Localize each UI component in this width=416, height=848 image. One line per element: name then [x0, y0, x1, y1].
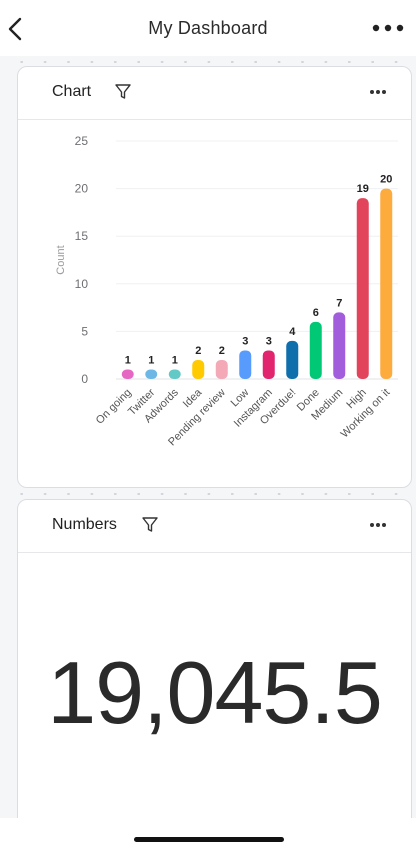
- data-label: 19: [357, 183, 369, 195]
- more-horizontal-icon[interactable]: [369, 89, 387, 95]
- y-tick-label: 0: [81, 372, 88, 386]
- y-axis-label: Count: [55, 245, 67, 274]
- y-tick-label: 5: [81, 324, 88, 338]
- numbers-widget-title: Numbers: [52, 516, 117, 533]
- y-tick-label: 20: [75, 182, 89, 196]
- bar: [239, 350, 252, 379]
- home-indicator: [134, 837, 284, 842]
- chart-widget-title: Chart: [52, 83, 92, 100]
- data-label: 2: [219, 345, 225, 357]
- page-title: My Dashboard: [148, 18, 268, 38]
- data-label: 3: [266, 335, 272, 347]
- data-label: 7: [336, 297, 342, 309]
- more-horizontal-icon[interactable]: [369, 522, 387, 528]
- data-label: 1: [125, 354, 131, 366]
- bar: [168, 369, 181, 379]
- data-label: 4: [289, 326, 296, 338]
- divider: [20, 493, 408, 495]
- bottom-bar: [0, 818, 416, 848]
- bar: [380, 188, 393, 379]
- y-tick-label: 25: [75, 134, 89, 148]
- bar: [309, 321, 322, 379]
- data-label: 20: [380, 174, 392, 186]
- y-tick-label: 10: [75, 277, 89, 291]
- bar: [286, 340, 299, 379]
- data-label: 3: [242, 335, 248, 347]
- chart-widget-header: Chart: [18, 67, 411, 120]
- filter-icon[interactable]: [114, 83, 132, 101]
- numbers-widget-header: Numbers: [18, 500, 411, 553]
- bar: [356, 198, 369, 379]
- data-label: 6: [313, 307, 319, 319]
- data-label: 1: [172, 354, 178, 366]
- bar: [333, 312, 346, 379]
- more-horizontal-icon[interactable]: [372, 20, 404, 36]
- bar: [192, 359, 205, 379]
- bar: [145, 369, 158, 379]
- data-label: 1: [148, 354, 154, 366]
- y-tick-label: 15: [75, 229, 89, 243]
- bar: [121, 369, 134, 379]
- bar: [262, 350, 275, 379]
- chevron-left-icon[interactable]: [6, 16, 26, 42]
- bar: [215, 359, 228, 379]
- data-label: 2: [195, 345, 201, 357]
- top-bar: My Dashboard: [0, 0, 416, 56]
- filter-icon[interactable]: [141, 516, 159, 534]
- chart-widget: Chart 0 5 10 15 20 25 Count 1 On going 1 Twitter 1 A…: [17, 66, 412, 488]
- numbers-widget: Numbers 19,045.5: [17, 499, 412, 841]
- divider: [20, 61, 408, 63]
- numbers-value: 19,045.5: [47, 643, 383, 742]
